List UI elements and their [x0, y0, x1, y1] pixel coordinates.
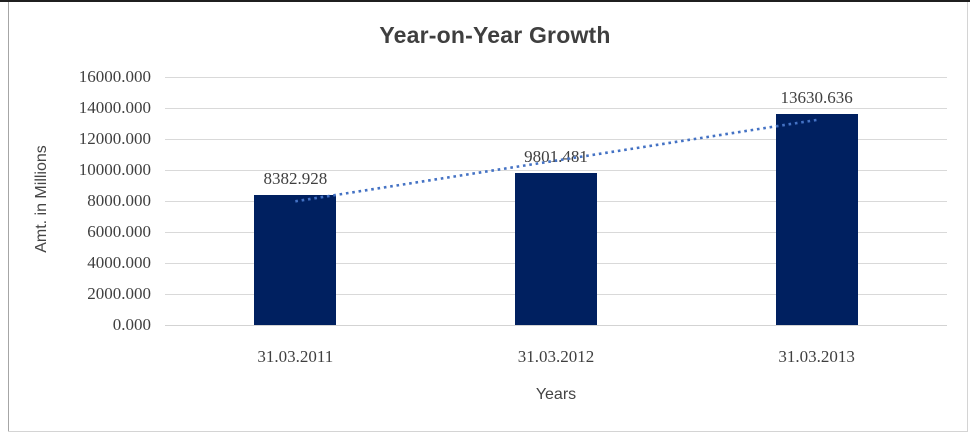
- y-tick-label: 2000.000: [87, 284, 151, 303]
- gridline: [165, 77, 947, 78]
- gridline: [165, 139, 947, 140]
- y-tick-label: 8000.000: [87, 191, 151, 210]
- y-tick-label: 14000.000: [78, 98, 151, 117]
- frame-border-top: [0, 0, 970, 2]
- bar: [515, 173, 597, 325]
- chart-title: Year-on-Year Growth: [379, 22, 611, 48]
- bar-data-label: 13630.636: [780, 87, 853, 107]
- bar: [775, 113, 858, 325]
- y-tick-label: 10000.000: [78, 160, 151, 179]
- gridline: [165, 170, 947, 171]
- frame-border-right: [967, 2, 968, 432]
- trendline: [295, 118, 817, 203]
- frame-border-bottom: [8, 431, 968, 432]
- y-tick-label: 16000.000: [78, 67, 151, 86]
- bar-data-label: 8382.928: [263, 169, 328, 189]
- bar: [254, 195, 337, 325]
- gridline: [165, 108, 947, 109]
- plot-area: 8382.928 9801.481 13630.636: [165, 77, 947, 325]
- y-tick-label: 12000.000: [78, 129, 151, 148]
- x-tick-label: 31.03.2011: [257, 347, 334, 366]
- x-tick-label: 31.03.2012: [517, 347, 595, 366]
- y-tick-label: 6000.000: [87, 222, 151, 241]
- y-tick-label: 4000.000: [87, 253, 151, 272]
- frame-border-left: [8, 2, 9, 431]
- bar-data-label: 9801.481: [524, 147, 588, 167]
- x-axis-title: Years: [535, 386, 577, 403]
- x-axis-line: [165, 325, 947, 326]
- y-tick-label: 0.000: [112, 315, 151, 334]
- x-tick-label: 31.03.2013: [778, 347, 855, 366]
